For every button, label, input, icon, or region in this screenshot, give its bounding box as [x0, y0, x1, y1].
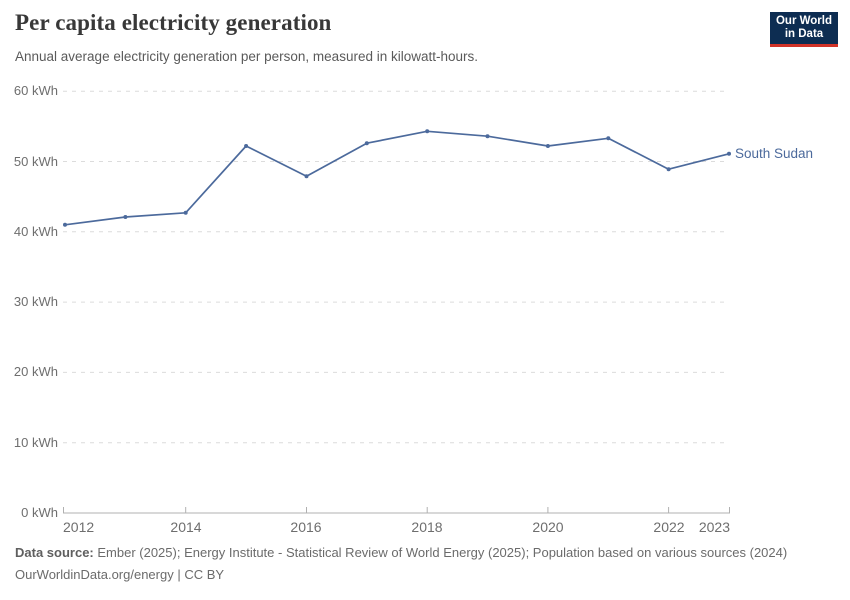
data-point[interactable]: [304, 174, 309, 179]
footer-datasource: Data source: Ember (2025); Energy Instit…: [15, 545, 787, 560]
data-point[interactable]: [606, 136, 611, 141]
data-point[interactable]: [364, 141, 369, 146]
x-axis-tick-label: 2022: [653, 519, 685, 535]
y-axis-tick-label: 10 kWh: [13, 435, 58, 450]
owid-logo[interactable]: Our World in Data: [770, 12, 838, 47]
x-axis-tick-label: 2016: [290, 519, 322, 535]
footer-license: OurWorldinData.org/energy | CC BY: [15, 567, 225, 582]
y-axis-tick-label: 60 kWh: [13, 83, 58, 98]
y-axis-tick-label: 0 kWh: [21, 505, 58, 520]
page-title: Per capita electricity generation: [15, 10, 332, 35]
data-line[interactable]: [64, 130, 730, 226]
footer-datasource-label: Data source:: [15, 545, 94, 560]
y-axis-tick-label: 30 kWh: [13, 294, 58, 309]
x-axis-tick-label: 2018: [411, 519, 443, 535]
footer-datasource-text: Ember (2025); Energy Institute - Statist…: [93, 545, 788, 560]
data-point[interactable]: [63, 222, 67, 227]
data-point[interactable]: [183, 210, 188, 215]
x-axis-tick-label: 2020: [532, 519, 564, 535]
data-point[interactable]: [666, 167, 671, 172]
y-axis-tick-label: 50 kWh: [13, 154, 58, 169]
owid-logo-line2: in Data: [784, 28, 824, 40]
data-point[interactable]: [244, 144, 249, 148]
y-axis-tick-label: 20 kWh: [13, 364, 58, 379]
chart-subtitle: Annual average electricity generation pe…: [15, 49, 479, 64]
y-axis-tick-label: 40 kWh: [13, 224, 58, 239]
data-point[interactable]: [545, 144, 550, 148]
owid-logo-line1: Our World: [775, 15, 832, 27]
data-point[interactable]: [123, 215, 128, 219]
x-axis-tick-label: 2014: [170, 519, 202, 535]
data-point[interactable]: [727, 151, 731, 156]
series-label-south-sudan[interactable]: South Sudan: [735, 146, 814, 161]
x-axis-tick-label: 2012: [63, 519, 95, 535]
data-point[interactable]: [485, 134, 490, 139]
x-axis-tick-label: 2023: [698, 519, 730, 535]
data-point[interactable]: [425, 129, 430, 134]
